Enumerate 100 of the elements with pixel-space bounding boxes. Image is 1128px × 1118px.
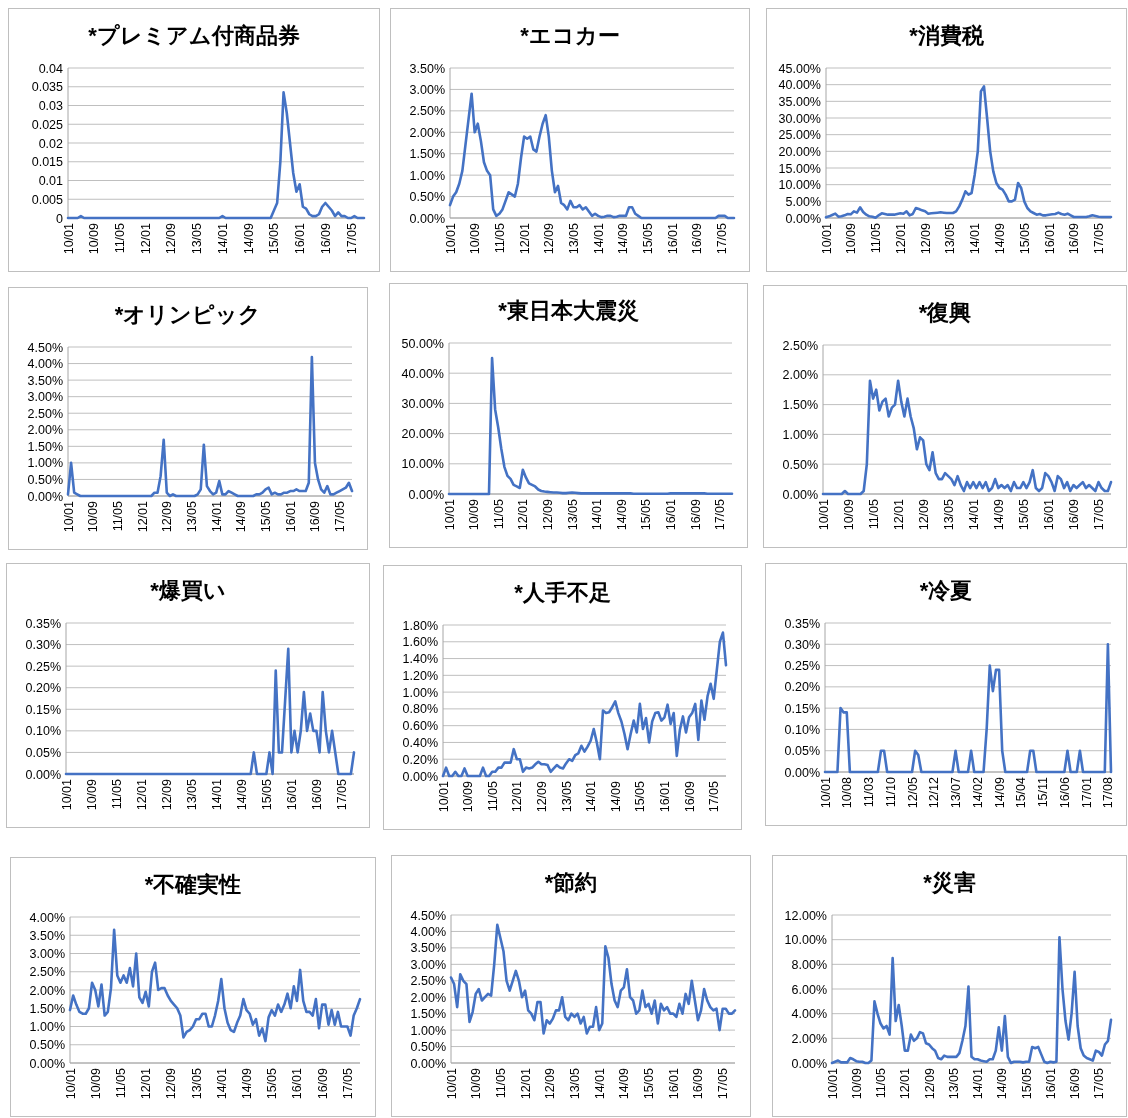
x-tick-label: 12/01 <box>138 222 153 255</box>
x-tick-label: 14/01 <box>584 780 599 813</box>
y-tick-label: 0.25% <box>25 659 61 674</box>
x-tick-label: 10/01 <box>816 498 831 531</box>
x-tick-label: 16/06 <box>1057 776 1072 809</box>
x-tick-label: 10/09 <box>841 498 856 531</box>
y-tick-label: 45.00% <box>778 61 821 76</box>
y-tick-label: 1.50% <box>409 147 445 162</box>
x-tick-label: 12/01 <box>893 222 908 255</box>
x-tick-label: 10/09 <box>469 1067 484 1100</box>
y-tick-label: 0.15% <box>784 701 820 716</box>
x-tick-label: 12/09 <box>534 780 549 813</box>
chart-title: *エコカー <box>520 23 620 48</box>
x-tick-label: 15/05 <box>1019 1067 1034 1100</box>
y-tick-label: 1.00% <box>27 456 63 471</box>
y-tick-label: 0.20% <box>402 752 438 767</box>
chart-title: *災害 <box>923 870 976 895</box>
x-tick-label: 13/05 <box>184 500 199 533</box>
x-tick-label: 16/01 <box>663 498 678 531</box>
y-tick-label: 1.00% <box>29 1020 65 1034</box>
y-tick-label: 4.50% <box>27 340 63 355</box>
x-tick-label: 16/01 <box>1041 498 1056 531</box>
x-tick-label: 10/01 <box>444 1067 459 1100</box>
x-tick-label: 11/05 <box>492 222 507 254</box>
x-tick-label: 16/01 <box>1042 222 1057 255</box>
x-tick-label: 17/05 <box>334 778 349 811</box>
y-tick-label: 3.50% <box>29 928 65 943</box>
y-tick-label: 1.20% <box>402 668 438 683</box>
x-tick-label: 12/09 <box>918 222 933 255</box>
x-tick-label: 13/05 <box>941 498 956 531</box>
y-tick-label: 0.30% <box>25 638 61 653</box>
x-tick-label: 14/09 <box>608 780 623 813</box>
y-tick-label: 0.00% <box>791 1056 827 1071</box>
x-tick-label: 17/01 <box>1079 776 1094 809</box>
x-tick-label: 12/01 <box>134 778 149 811</box>
y-tick-label: 0.00% <box>27 489 63 504</box>
y-tick-label: 0.25% <box>784 659 820 674</box>
x-tick-label: 10/09 <box>468 222 483 255</box>
y-tick-label: 0.35% <box>25 616 61 631</box>
x-tick-label: 15/05 <box>1016 498 1031 531</box>
x-tick-label: 17/05 <box>344 222 359 255</box>
x-tick-label: 12/09 <box>916 498 931 531</box>
y-tick-label: 0.50% <box>409 190 445 205</box>
x-tick-label: 14/09 <box>234 500 249 533</box>
x-tick-label: 11/05 <box>869 222 884 254</box>
x-tick-label: 17/05 <box>1091 498 1106 531</box>
y-tick-label: 0.50% <box>782 457 818 472</box>
x-tick-label: 13/05 <box>565 498 580 531</box>
x-tick-label: 16/09 <box>308 500 323 533</box>
x-tick-label: 11/05 <box>866 498 881 530</box>
chart-title: *オリンピック <box>114 302 262 327</box>
x-tick-label: 12/01 <box>517 222 532 255</box>
y-tick-label: 0.05% <box>784 744 820 759</box>
x-tick-label: 11/05 <box>485 780 500 812</box>
x-tick-label: 10/09 <box>88 1067 103 1100</box>
y-tick-label: 0.015 <box>31 155 64 170</box>
y-tick-label: 0.00% <box>29 1056 65 1071</box>
x-tick-label: 13/05 <box>943 222 958 255</box>
y-tick-label: 4.00% <box>29 910 65 925</box>
x-tick-label: 15/05 <box>265 1067 280 1100</box>
x-tick-label: 10/01 <box>61 222 76 255</box>
x-tick-label: 14/09 <box>614 498 629 531</box>
x-tick-label: 16/09 <box>682 780 697 813</box>
y-tick-label: 0.80% <box>402 702 438 717</box>
x-tick-label: 17/05 <box>333 500 348 533</box>
x-tick-label: 11/05 <box>109 778 124 810</box>
x-tick-label: 12/09 <box>542 222 557 255</box>
y-tick-label: 35.00% <box>778 94 821 109</box>
y-tick-label: 4.00% <box>27 357 63 372</box>
x-tick-label: 10/09 <box>461 780 476 813</box>
chart-title: *プレミアム付商品券 <box>88 23 300 48</box>
x-tick-label: 11/03 <box>862 776 877 808</box>
x-tick-label: 17/05 <box>1092 1067 1107 1100</box>
y-tick-label: 0 <box>56 211 64 226</box>
x-tick-label: 12/01 <box>516 498 531 531</box>
y-tick-label: 0.15% <box>25 702 61 717</box>
x-tick-label: 16/09 <box>315 1067 330 1100</box>
x-tick-label: 16/01 <box>665 222 680 255</box>
x-tick-label: 16/09 <box>1066 498 1081 531</box>
chart-title: *冷夏 <box>919 578 973 603</box>
y-tick-label: 40.00% <box>778 78 821 93</box>
x-tick-label: 10/01 <box>63 1067 78 1100</box>
y-tick-label: 1.40% <box>402 652 438 667</box>
y-tick-label: 4.50% <box>410 908 446 923</box>
x-tick-label: 14/09 <box>234 778 249 811</box>
x-tick-label: 15/04 <box>1014 776 1029 809</box>
y-tick-label: 0.50% <box>27 472 63 487</box>
x-tick-label: 14/09 <box>617 1067 632 1100</box>
x-tick-label: 11/05 <box>113 1067 128 1099</box>
x-tick-label: 10/01 <box>59 778 74 811</box>
x-tick-label: 12/12 <box>927 776 942 809</box>
chart-title: *不確実性 <box>144 872 242 897</box>
x-tick-label: 11/05 <box>874 1067 889 1099</box>
y-tick-label: 0.025 <box>31 117 64 132</box>
x-tick-label: 16/01 <box>284 778 299 811</box>
y-tick-label: 3.00% <box>27 390 63 405</box>
y-tick-label: 3.50% <box>27 373 63 388</box>
y-tick-label: 0.30% <box>784 637 820 652</box>
x-tick-label: 10/01 <box>819 222 834 255</box>
x-tick-label: 14/09 <box>992 776 1007 809</box>
